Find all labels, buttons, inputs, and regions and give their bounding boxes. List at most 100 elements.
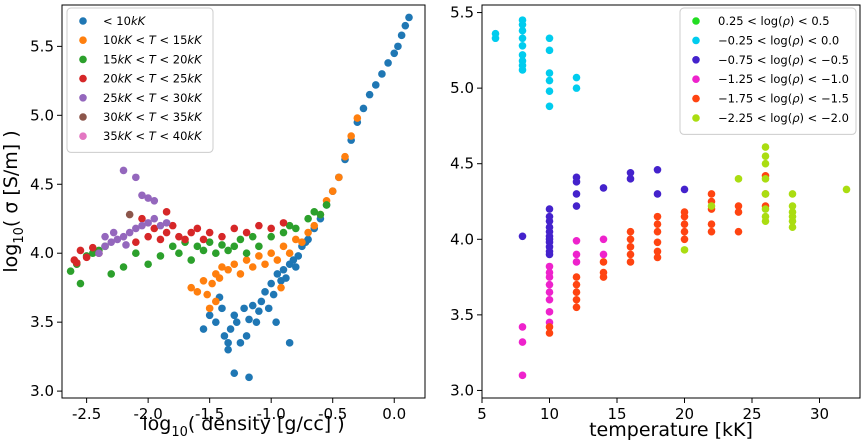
data-point-series-1 [545, 76, 554, 85]
data-point-series-0 [269, 290, 278, 299]
data-point-series-2 [255, 242, 263, 251]
data-point-series-2 [224, 246, 232, 255]
data-point-series-4 [119, 232, 128, 241]
data-point-series-2 [119, 263, 128, 271]
data-point-series-0 [359, 104, 368, 113]
data-point-series-5 [788, 190, 797, 198]
data-point-series-1 [491, 29, 500, 38]
data-point-series-2 [599, 184, 608, 192]
y-tick-label: 5.0 [30, 106, 54, 124]
data-point-series-0 [282, 274, 290, 282]
data-point-series-1 [304, 228, 312, 237]
legend-marker [79, 36, 87, 44]
data-point-series-4 [162, 219, 171, 227]
data-point-series-0 [232, 318, 241, 326]
legend-label: 35kK < T < 40kK [103, 129, 203, 143]
data-point-series-1 [518, 42, 527, 50]
x-tick-label: 25 [742, 405, 761, 423]
data-point-series-5 [761, 175, 770, 183]
legend-label: 0.25 < log(ρ) < 0.5 [718, 14, 830, 28]
x-tick-label: 20 [675, 405, 694, 423]
data-point-series-4 [132, 224, 140, 233]
data-point-series-3 [279, 219, 288, 227]
data-point-series-4 [572, 280, 581, 289]
data-point-series-5 [734, 175, 743, 183]
data-point-series-1 [572, 73, 581, 82]
data-point-series-1 [242, 256, 251, 264]
legend-marker [79, 17, 87, 25]
data-point-series-4 [122, 241, 130, 249]
legend-label: 15kK < T < 20kK [103, 52, 203, 66]
data-point-series-2 [132, 249, 140, 258]
data-point-series-0 [224, 339, 232, 347]
data-point-series-3 [545, 308, 554, 316]
data-point-series-1 [545, 34, 554, 43]
data-point-series-1 [545, 69, 554, 77]
data-point-series-4 [125, 228, 134, 237]
x-axis-label: log10( density [g/cc] ) [142, 413, 344, 440]
data-point-series-0 [273, 270, 282, 278]
data-point-series-2 [144, 260, 152, 269]
data-point-series-3 [205, 228, 214, 237]
data-point-series-4 [734, 202, 743, 210]
data-point-series-3 [545, 268, 554, 277]
data-point-series-1 [277, 283, 285, 292]
data-point-series-0 [365, 90, 374, 99]
legend-marker [692, 75, 700, 83]
data-point-series-5 [788, 223, 797, 231]
data-point-series-2 [242, 249, 251, 258]
data-point-series-0 [384, 59, 392, 67]
data-point-series-2 [267, 232, 275, 241]
data-point-series-4 [653, 212, 662, 221]
axes-frame [481, 4, 861, 399]
data-point-series-4 [156, 221, 165, 230]
legend: 0.25 < log(ρ) < 0.5 −0.25 < log(ρ) < 0.0 −… [679, 7, 857, 135]
y-tick-label: 3.0 [450, 381, 474, 399]
data-point-series-2 [285, 221, 294, 230]
data-point-series-0 [255, 307, 263, 315]
data-point-series-4 [572, 303, 581, 312]
legend-marker [79, 55, 87, 64]
data-point-series-4 [572, 273, 581, 281]
data-point-series-1 [518, 20, 527, 29]
x-tick-label: 10 [540, 405, 559, 423]
data-point-series-3 [599, 250, 608, 259]
data-point-series-0 [378, 70, 386, 78]
data-point-series-4 [101, 242, 109, 251]
left-chart-density: -2.5 -2.0 -1.5 -1.0 -0.5 0.0 3.0 3.5 4.0 4.5 5.0 5.… [0, 4, 426, 440]
data-point-series-3 [168, 221, 177, 230]
data-point-series-4 [150, 214, 159, 223]
data-point-series-1 [572, 84, 581, 92]
data-point-series-1 [248, 263, 257, 271]
data-point-series-3 [572, 250, 581, 259]
data-point-series-3 [138, 214, 146, 223]
data-point-series-4 [626, 250, 635, 259]
data-point-series-0 [291, 263, 300, 271]
legend-marker [692, 114, 700, 122]
data-point-series-0 [226, 325, 235, 333]
data-point-series-1 [230, 260, 239, 269]
data-point-series-1 [341, 152, 349, 161]
data-point-series-1 [353, 114, 362, 122]
legend-label: −2.25 < log(ρ) < −2.0 [718, 111, 849, 125]
data-point-series-3 [518, 338, 527, 346]
data-point-series-0 [390, 49, 399, 58]
data-point-series-1 [199, 276, 208, 285]
data-point-series-2 [322, 201, 331, 209]
data-point-series-3 [193, 224, 202, 233]
data-point-series-3 [187, 228, 196, 237]
data-point-series-4 [680, 235, 689, 244]
data-point-series-4 [113, 235, 122, 244]
data-point-series-5 [761, 190, 770, 198]
data-point-series-2 [680, 185, 689, 194]
data-point-series-1 [212, 297, 220, 306]
data-point-series-1 [193, 288, 202, 296]
data-point-series-4 [707, 227, 716, 236]
data-point-series-4 [680, 208, 689, 216]
x-tick-label: -2.5 [72, 405, 101, 423]
legend-marker [692, 36, 700, 45]
data-point-series-5 [761, 143, 770, 151]
data-point-series-1 [215, 274, 224, 282]
data-point-series-3 [518, 371, 527, 380]
data-point-series-1 [224, 265, 232, 274]
